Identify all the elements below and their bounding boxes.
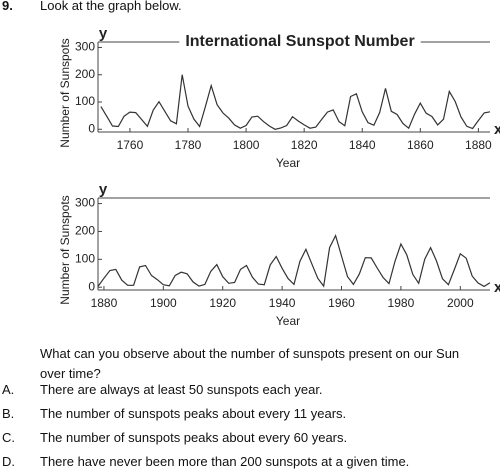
data-line bbox=[100, 74, 491, 130]
title-background bbox=[179, 33, 421, 51]
x-tick-label: 1960 bbox=[328, 296, 355, 310]
x-tick-label: 1920 bbox=[209, 296, 236, 310]
x-axis-label: Year bbox=[276, 314, 300, 328]
x-letter: x bbox=[494, 121, 500, 138]
charts: 0 100 200 300 1760 1780 1800 1820 1840 1860 1880 In… bbox=[58, 25, 500, 328]
x-tick-label: 1760 bbox=[117, 138, 144, 152]
y-tick-label: 0 bbox=[88, 279, 95, 293]
y-axis-label: Number of Sunspots bbox=[58, 195, 72, 304]
y-tick-label: 0 bbox=[88, 121, 95, 135]
y-letter: y bbox=[99, 181, 108, 198]
y-tick-label: 100 bbox=[75, 94, 95, 108]
x-tick-label: 1800 bbox=[233, 138, 260, 152]
option-letter: C. bbox=[2, 430, 15, 445]
x-tick-label: 1940 bbox=[269, 296, 296, 310]
question-number: 9. bbox=[2, 0, 13, 13]
option-text: The number of sunspots peaks about every… bbox=[40, 430, 348, 445]
question: What can you observe about the number of… bbox=[40, 346, 460, 381]
x-tick-label: 1840 bbox=[349, 138, 376, 152]
x-tick-label: 1900 bbox=[150, 296, 177, 310]
prompt: Look at the graph below. bbox=[40, 0, 182, 13]
option-letter: B. bbox=[2, 406, 15, 421]
option-letter: D. bbox=[2, 454, 15, 469]
data-line bbox=[97, 233, 491, 288]
x-letter: x bbox=[494, 279, 500, 296]
y-letter: y bbox=[99, 25, 108, 42]
y-axis-label: Number of Sunspots bbox=[58, 38, 72, 147]
x-tick-label: 1880 bbox=[91, 296, 118, 310]
option-text: The number of sunspots peaks about every… bbox=[40, 406, 347, 421]
x-tick-label: 1880 bbox=[465, 138, 492, 152]
x-tick-label: 1820 bbox=[291, 138, 318, 152]
y-tick-label: 300 bbox=[75, 40, 95, 54]
x-tick-label: 2000 bbox=[447, 296, 474, 310]
x-tick-label: 1780 bbox=[175, 138, 202, 152]
x-tick-label: 1860 bbox=[407, 138, 434, 152]
y-tick-label: 200 bbox=[75, 224, 95, 238]
x-axis-label: Year bbox=[276, 156, 300, 170]
y-tick-label: 300 bbox=[75, 196, 95, 210]
y-tick-label: 200 bbox=[75, 67, 95, 81]
x-tick-label: 1980 bbox=[388, 296, 415, 310]
option-text: There have never been more than 200 suns… bbox=[40, 454, 410, 469]
option-text: There are always at least 50 sunspots ea… bbox=[40, 382, 323, 397]
chart-title: International Sunspot Number bbox=[185, 33, 414, 50]
option-letter: A. bbox=[2, 382, 15, 397]
y-tick-label: 100 bbox=[75, 252, 95, 266]
